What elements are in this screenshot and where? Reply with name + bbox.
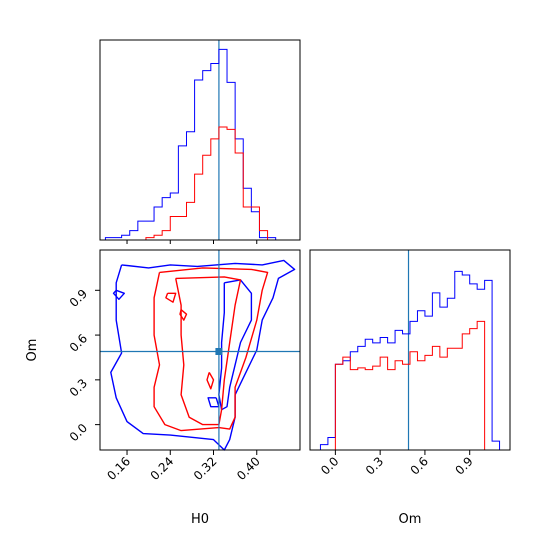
- om-histogram-xlabel: Om: [399, 512, 422, 527]
- h0-om-contour-panel: 0.16 0.24 0.32 0.40 0.0 0.3 0.6 0.9 H0 Om: [25, 249, 301, 527]
- contour-xtick-label-2: 0.32: [191, 454, 220, 483]
- om-xtick-label-3: 0.9: [452, 454, 475, 477]
- om-hist-series-2: [320, 320, 500, 451]
- contour-line-6: [175, 276, 242, 426]
- contour-xtick-label-1: 0.24: [148, 454, 177, 483]
- contour-xlabel: H0: [191, 512, 209, 527]
- contour-line-3: [218, 279, 253, 411]
- h0-histogram-frame: [99, 39, 301, 241]
- om-histogram-frame: [309, 249, 511, 451]
- contour-xtick-label-0: 0.16: [104, 454, 133, 483]
- contour-ytick-label-2: 0.6: [67, 331, 90, 354]
- contour-frame: [99, 249, 301, 451]
- om-xtick-label-1: 0.3: [363, 454, 386, 477]
- h0-hist-series-1: [104, 48, 292, 241]
- contour-truth-marker: [215, 347, 223, 355]
- contour-line-7: [165, 292, 177, 303]
- contour-line-9: [206, 372, 215, 390]
- contour-line-5: [153, 267, 269, 432]
- h0-hist-series-2: [105, 126, 292, 241]
- h0-histogram-panel: [99, 39, 301, 244]
- contour-ytick-label-3: 0.9: [67, 287, 90, 310]
- contour-ytick-label-1: 0.3: [67, 376, 90, 399]
- contour-line-1: [110, 259, 296, 451]
- contour-ytick-label-0: 0.0: [67, 421, 90, 444]
- contour-line-8: [179, 309, 188, 321]
- contour-line-2: [112, 289, 126, 300]
- contour-xtick-label-3: 0.40: [234, 454, 263, 483]
- contour-line-4: [207, 397, 220, 408]
- om-xtick-label-2: 0.6: [408, 454, 431, 477]
- om-histogram-panel: 0.0 0.3 0.6 0.9 Om: [309, 249, 511, 527]
- contour-ylabel: Om: [25, 339, 40, 362]
- om-xtick-label-0: 0.0: [318, 454, 341, 477]
